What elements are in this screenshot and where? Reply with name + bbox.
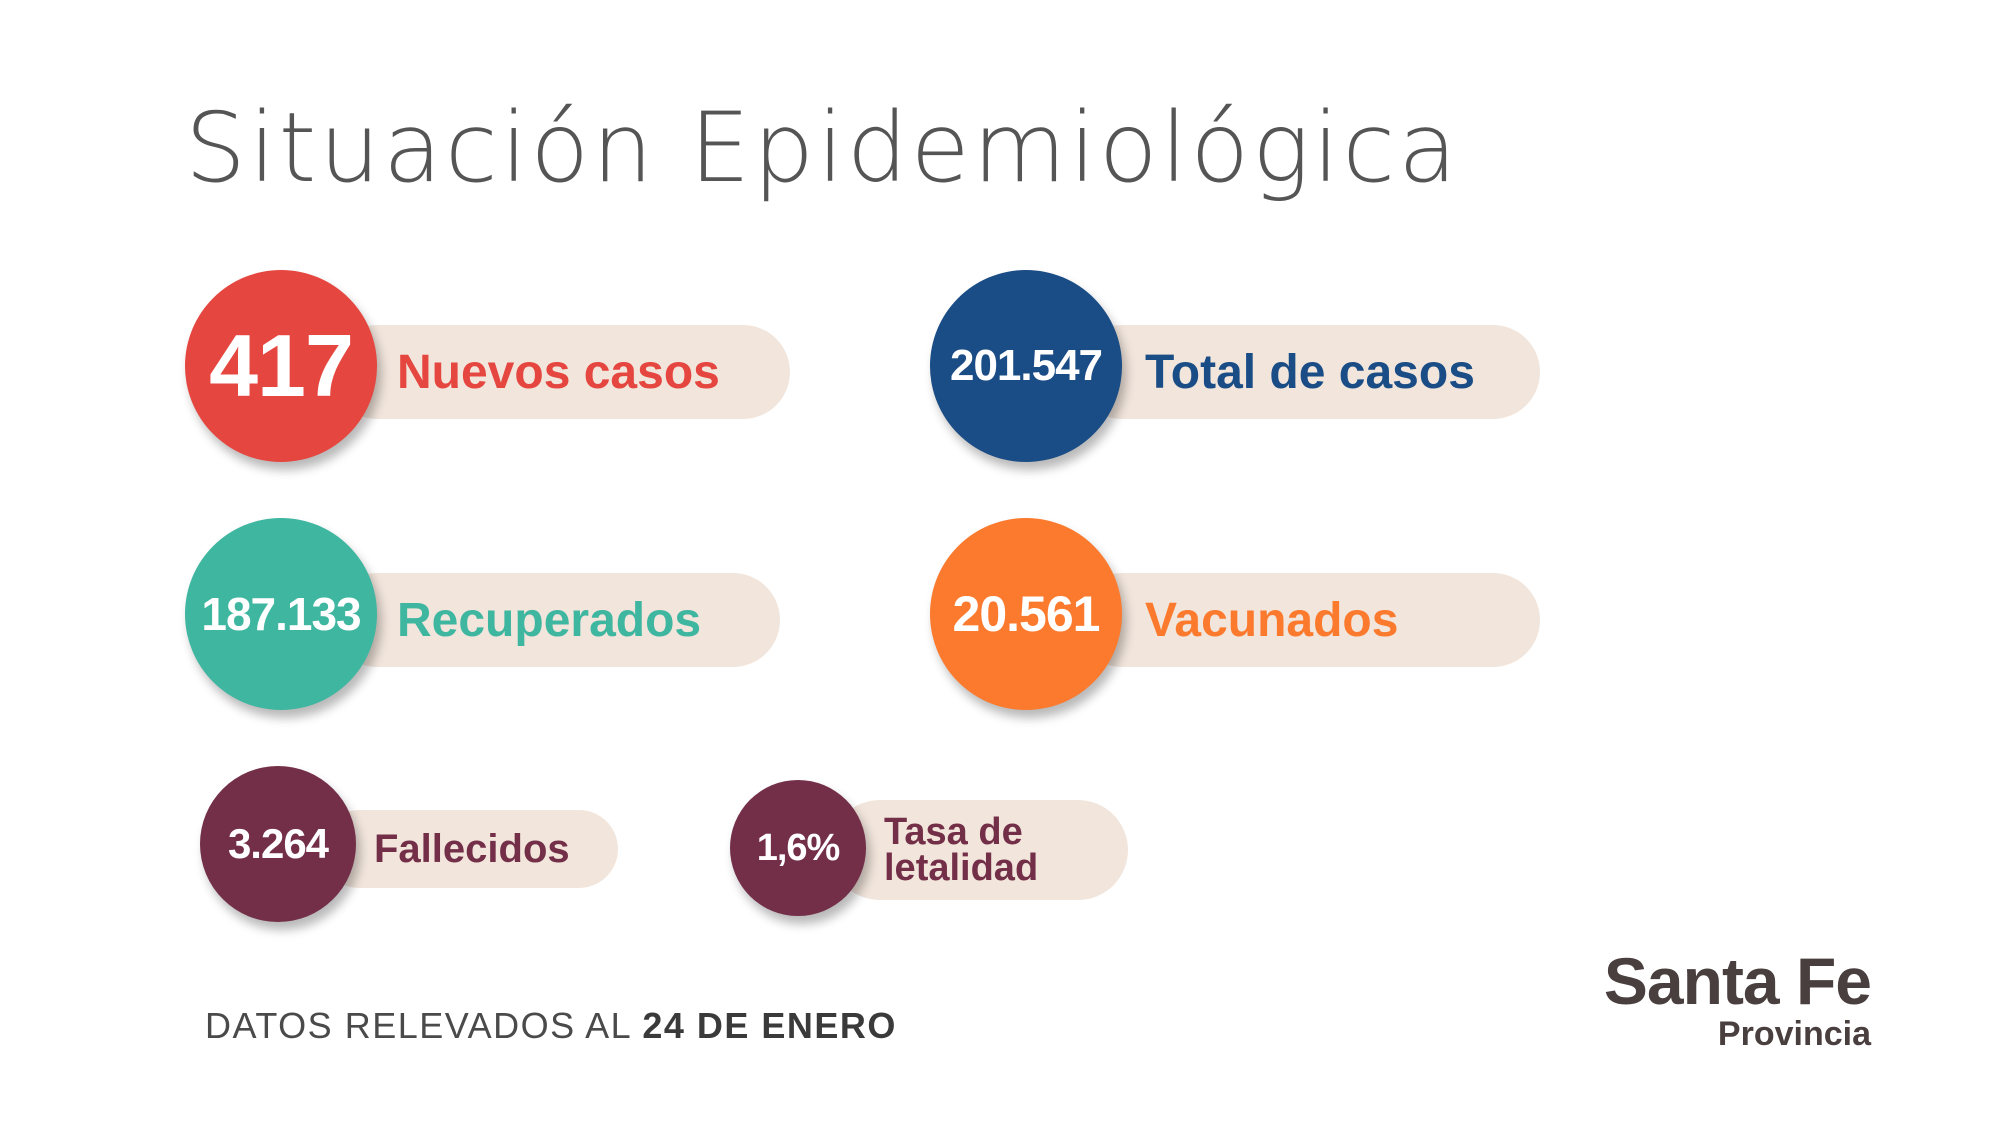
stat-label: Total de casos	[1145, 345, 1475, 399]
stat-tasa-letalidad: Tasa de letalidad 1,6%	[730, 780, 1130, 920]
logo-main: Santa Fe	[1603, 944, 1872, 1018]
footer-note: DATOS RELEVADOS AL 24 DE ENERO	[205, 1005, 897, 1047]
stat-label-pill: Fallecidos	[320, 810, 618, 888]
stat-value-circle: 3.264	[200, 766, 356, 922]
stat-label-pill: Tasa de letalidad	[830, 800, 1128, 900]
logo-sub: Provincia	[1717, 1015, 1871, 1053]
stat-value: 1,6%	[756, 826, 841, 869]
stat-value: 3.264	[227, 820, 329, 867]
stat-value: 20.561	[952, 586, 1101, 642]
stat-recuperados: Recuperados 187.133	[185, 518, 795, 713]
stat-label-line2: letalidad	[884, 847, 1039, 889]
stat-vacunados: Vacunados 20.561	[930, 518, 1540, 713]
stat-total-casos: Total de casos 201.547	[930, 270, 1540, 465]
stat-label-pill: Vacunados	[1075, 573, 1540, 667]
stat-label: Vacunados	[1145, 593, 1399, 647]
stat-label-line1: Tasa de	[884, 811, 1023, 853]
stat-value: 417	[209, 316, 354, 415]
footer-prefix: DATOS RELEVADOS AL	[205, 1005, 631, 1046]
stat-value-circle: 201.547	[930, 270, 1122, 462]
stat-label-pill: Total de casos	[1075, 325, 1540, 419]
page-title: Situación Epidemiológica	[185, 92, 1460, 204]
stat-value-circle: 20.561	[930, 518, 1122, 710]
stat-nuevos-casos: Nuevos casos 417	[185, 270, 795, 465]
footer-date: 24 DE ENERO	[642, 1005, 897, 1046]
stat-value: 201.547	[949, 341, 1103, 390]
stat-label: Fallecidos	[374, 826, 570, 871]
stat-label: Recuperados	[397, 593, 702, 647]
stat-value-circle: 187.133	[185, 518, 377, 710]
santa-fe-logo: Santa Fe Provincia	[1603, 944, 1872, 1054]
stat-fallecidos: Fallecidos 3.264	[200, 766, 620, 926]
stat-value: 187.133	[201, 588, 361, 640]
stat-value-circle: 417	[185, 270, 377, 462]
stat-label: Tasa de letalidad	[884, 811, 1039, 889]
stat-value-circle: 1,6%	[730, 780, 866, 916]
stat-label-pill: Recuperados	[330, 573, 780, 667]
stat-label-pill: Nuevos casos	[330, 325, 790, 419]
stat-label: Nuevos casos	[397, 345, 720, 399]
